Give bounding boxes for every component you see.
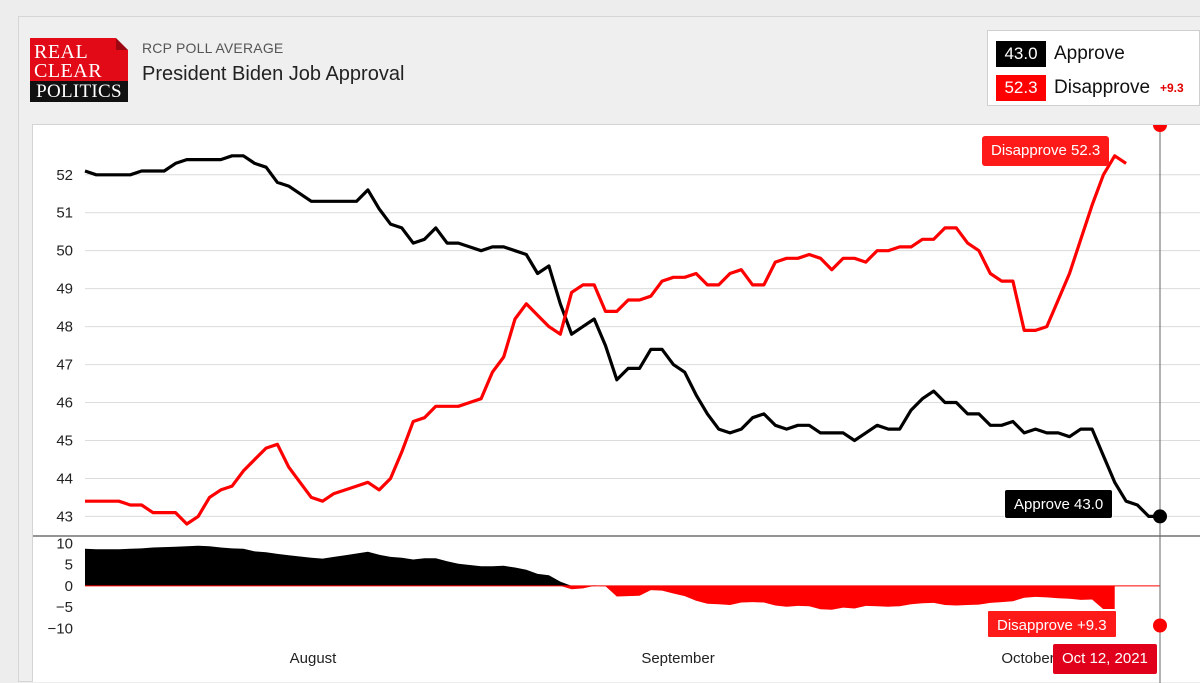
series-line-approve[interactable] [84,154,1160,518]
y-tick-label: 47 [56,357,73,374]
callout-disapprove: Disapprove 52.3 [982,136,1110,166]
legend: 43.0 Approve 52.3 Disapprove +9.3 [987,30,1200,106]
spread-tick-label: 5 [65,557,73,574]
y-tick-label: 49 [56,281,73,298]
y-tick-label: 48 [56,319,73,336]
logo-line-2: CLEAR [34,60,103,82]
spread-tick-label: −10 [48,620,73,637]
rcp-logo[interactable]: REAL CLEAR POLITICS [30,38,128,102]
y-tick-label: 50 [56,243,73,260]
y-tick-label: 46 [56,395,73,412]
page-title: President Biden Job Approval [142,63,405,85]
spread-area-negative [85,585,1115,626]
disapprove-end-marker [1153,125,1167,132]
approve-end-marker [1153,509,1167,524]
spread-area-positive [85,545,1115,586]
spread-tick-label: −5 [56,599,73,616]
legend-approve-label: Approve [1054,43,1125,64]
spread-tick-label: 10 [56,535,73,552]
plot-area[interactable]: 43 44 45 46 47 48 49 50 51 52 10 5 0 −5 −10 August Sep… [32,124,1200,683]
spread-end-marker [1153,618,1167,633]
legend-disapprove-value: 52.3 [996,75,1046,101]
spread-tick-label: 0 [65,578,73,595]
x-month-label: August [290,650,338,667]
x-month-label: October [1001,650,1054,667]
callout-spread: Disapprove +9.3 [986,609,1118,639]
logo-line-1: REAL [34,41,89,63]
legend-spread: +9.3 [1160,81,1184,95]
y-tick-label: 44 [56,470,73,487]
y-tick-label: 43 [56,508,73,525]
x-month-label: September [641,650,714,667]
legend-disapprove-label: Disapprove [1054,77,1151,98]
logo-line-3: POLITICS [30,81,128,102]
y-tick-label: 51 [56,205,73,222]
header-kicker: RCP POLL AVERAGE [142,40,284,56]
legend-approve-value: 43.0 [996,41,1046,67]
callout-date: Oct 12, 2021 [1053,644,1157,674]
series-line-disapprove[interactable] [85,154,1127,526]
y-tick-label: 52 [56,167,73,184]
callout-approve: Approve 43.0 [1004,489,1114,519]
y-tick-label: 45 [56,433,73,450]
